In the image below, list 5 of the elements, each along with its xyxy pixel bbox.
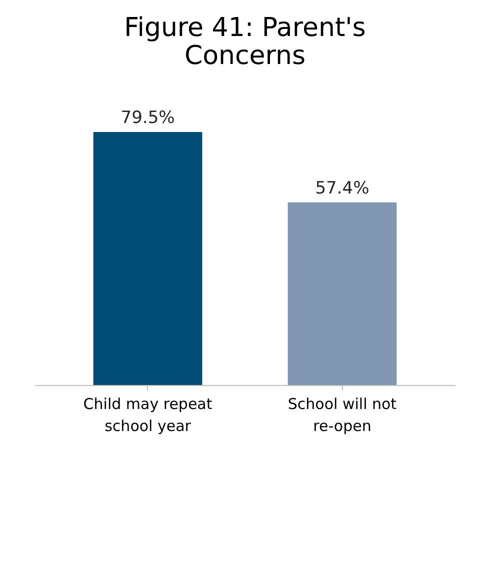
- data-label: 79.5%: [120, 108, 175, 128]
- chart-title: Figure 41: Parent's Concerns: [124, 13, 366, 71]
- data-label: 57.4%: [315, 178, 370, 198]
- x-tick-label: School will not re-open: [288, 395, 397, 435]
- x-tick-label: Child may repeat school year: [83, 395, 212, 435]
